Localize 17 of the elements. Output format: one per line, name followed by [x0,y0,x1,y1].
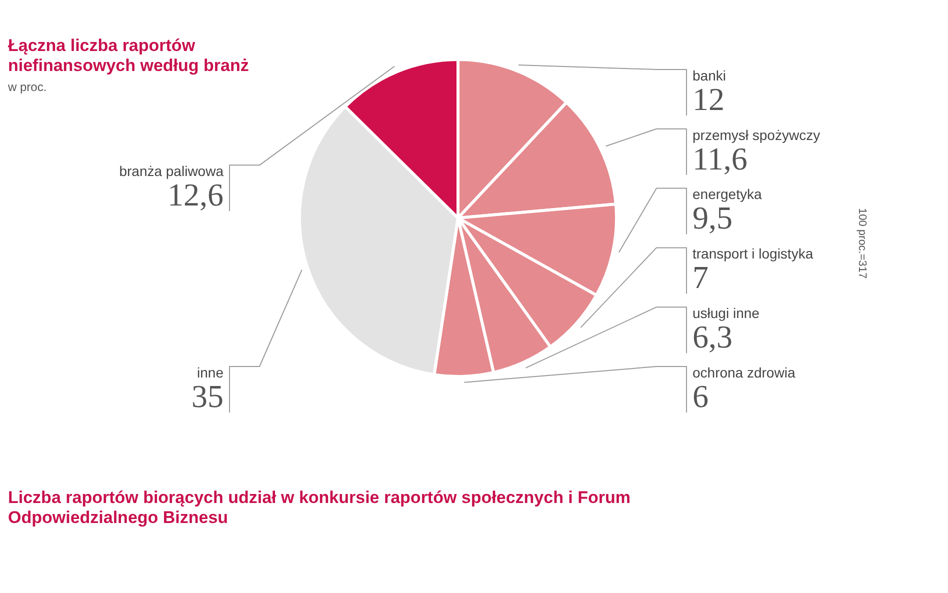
slice-label: transport i logistyka [692,246,814,262]
data-label: 12 [692,80,724,117]
data-label: 12,6 [168,176,224,213]
slice-label: ochrona zdrowia [692,364,796,380]
chart-title: Łączna liczba raportów niefinansowych według branż [8,36,250,76]
slice-label: przemysł spożywczy [692,126,820,143]
data-label: 6 [692,378,708,414]
slice-label: energetyka [692,186,762,202]
slice-label: banki [692,67,726,84]
slice-label: branża paliwowa [119,163,224,180]
data-label: 7 [692,259,708,296]
text: 100 proc.=317 [856,208,868,281]
slice-label: usługi inne [692,304,760,321]
data-label: 35 [192,378,224,414]
text: Liczba raportów biorących udział w konkursie raportów społecznych i Forum Odpowiedzialnego Biznesu [8,488,632,528]
text: w proc. [8,80,47,94]
slice-label: inne [197,364,224,380]
